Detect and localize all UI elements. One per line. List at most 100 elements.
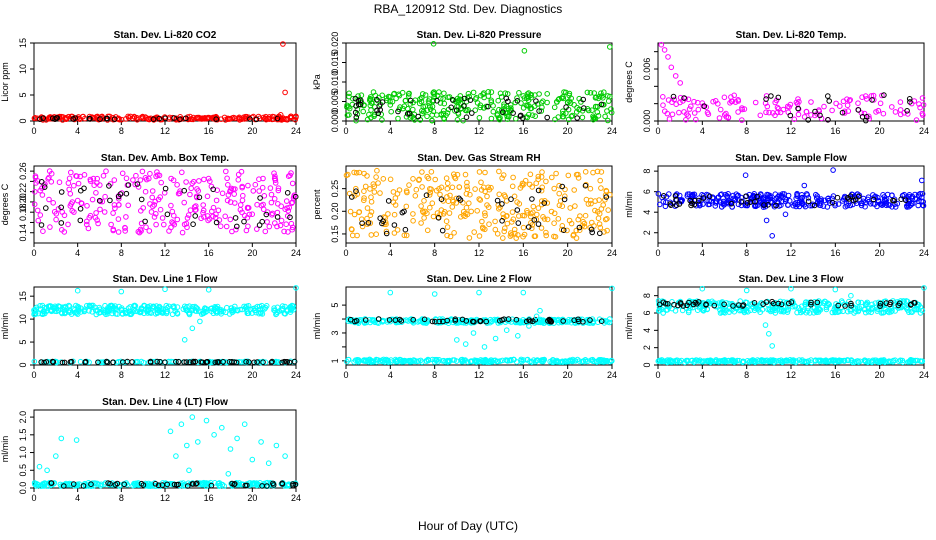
data-point	[894, 200, 901, 207]
y-tick-label: 10	[18, 314, 28, 324]
data-point	[225, 115, 231, 122]
data-point	[432, 318, 438, 325]
data-point	[219, 190, 226, 197]
data-point	[735, 192, 741, 199]
data-point	[140, 359, 147, 366]
data-point	[114, 311, 121, 317]
data-point	[876, 306, 882, 313]
data-point	[486, 221, 492, 227]
data-point	[597, 230, 603, 237]
data-point	[518, 112, 524, 119]
data-point	[780, 106, 787, 113]
x-tick-label: 8	[744, 126, 749, 136]
data-point	[833, 100, 839, 107]
data-point	[184, 483, 191, 489]
data-point	[767, 357, 774, 363]
data-point	[213, 310, 220, 316]
data-point	[598, 318, 605, 325]
data-point	[402, 97, 409, 104]
data-point	[518, 318, 524, 325]
data-point	[239, 116, 245, 122]
data-point	[375, 180, 381, 186]
data-point	[446, 94, 453, 100]
x-tick-label: 0	[655, 248, 660, 258]
data-point	[263, 480, 269, 486]
data-point	[707, 357, 714, 364]
data-point	[282, 453, 288, 459]
data-point	[244, 482, 250, 489]
data-point	[524, 102, 531, 109]
data-point	[529, 196, 535, 202]
data-point	[453, 358, 460, 364]
data-point	[694, 301, 700, 307]
data-point	[566, 217, 573, 224]
data-point	[427, 189, 434, 196]
data-point	[820, 358, 827, 364]
data-point	[829, 358, 836, 364]
data-point	[412, 193, 419, 199]
data-point	[818, 115, 825, 122]
data-point	[410, 316, 417, 323]
data-point	[772, 310, 779, 316]
data-point	[855, 193, 862, 200]
data-point	[48, 170, 55, 177]
data-point	[712, 98, 719, 104]
data-point	[584, 89, 591, 96]
data-point	[710, 98, 716, 105]
data-point	[796, 199, 803, 205]
data-point	[69, 208, 75, 214]
data-point	[441, 90, 447, 97]
data-point	[194, 194, 200, 201]
data-point	[435, 358, 441, 365]
data-point	[814, 299, 821, 306]
data-point	[465, 90, 472, 97]
data-point	[526, 323, 532, 329]
data-point	[87, 212, 94, 219]
data-point	[555, 96, 562, 103]
data-point	[588, 200, 594, 207]
data-point	[401, 208, 407, 215]
data-point	[481, 344, 488, 350]
data-point	[528, 210, 534, 217]
data-point	[500, 235, 506, 241]
data-point	[289, 226, 296, 233]
data-point	[767, 194, 774, 201]
data-point	[499, 201, 505, 207]
data-point	[863, 96, 870, 102]
data-point	[919, 177, 925, 184]
data-point	[587, 185, 594, 192]
data-point	[97, 206, 103, 213]
chart-title: Stan. Dev. Line 2 Flow	[427, 274, 532, 285]
data-point	[259, 302, 265, 309]
data-point	[494, 231, 501, 237]
data-point	[516, 201, 523, 207]
data-point	[184, 442, 190, 449]
data-point	[447, 233, 454, 240]
data-point	[256, 176, 262, 182]
data-point	[779, 192, 785, 199]
data-point	[598, 169, 605, 175]
data-point	[560, 113, 567, 120]
data-point	[892, 109, 899, 115]
data-point	[429, 200, 436, 206]
data-point	[426, 192, 433, 198]
data-point	[77, 217, 84, 224]
data-point	[405, 93, 412, 99]
y-tick-label: 6	[642, 189, 652, 194]
data-point	[492, 335, 499, 342]
data-point	[605, 98, 612, 104]
data-point	[229, 480, 235, 487]
data-point	[430, 41, 437, 47]
data-point	[290, 307, 297, 313]
data-point	[420, 104, 427, 110]
data-point	[797, 307, 804, 314]
data-point	[81, 172, 88, 178]
data-point	[752, 198, 758, 205]
data-point	[350, 95, 356, 102]
data-point	[725, 114, 732, 121]
data-point	[173, 453, 179, 459]
data-point	[174, 216, 181, 223]
data-point	[225, 182, 231, 188]
data-point	[368, 194, 374, 200]
data-point	[793, 203, 799, 210]
